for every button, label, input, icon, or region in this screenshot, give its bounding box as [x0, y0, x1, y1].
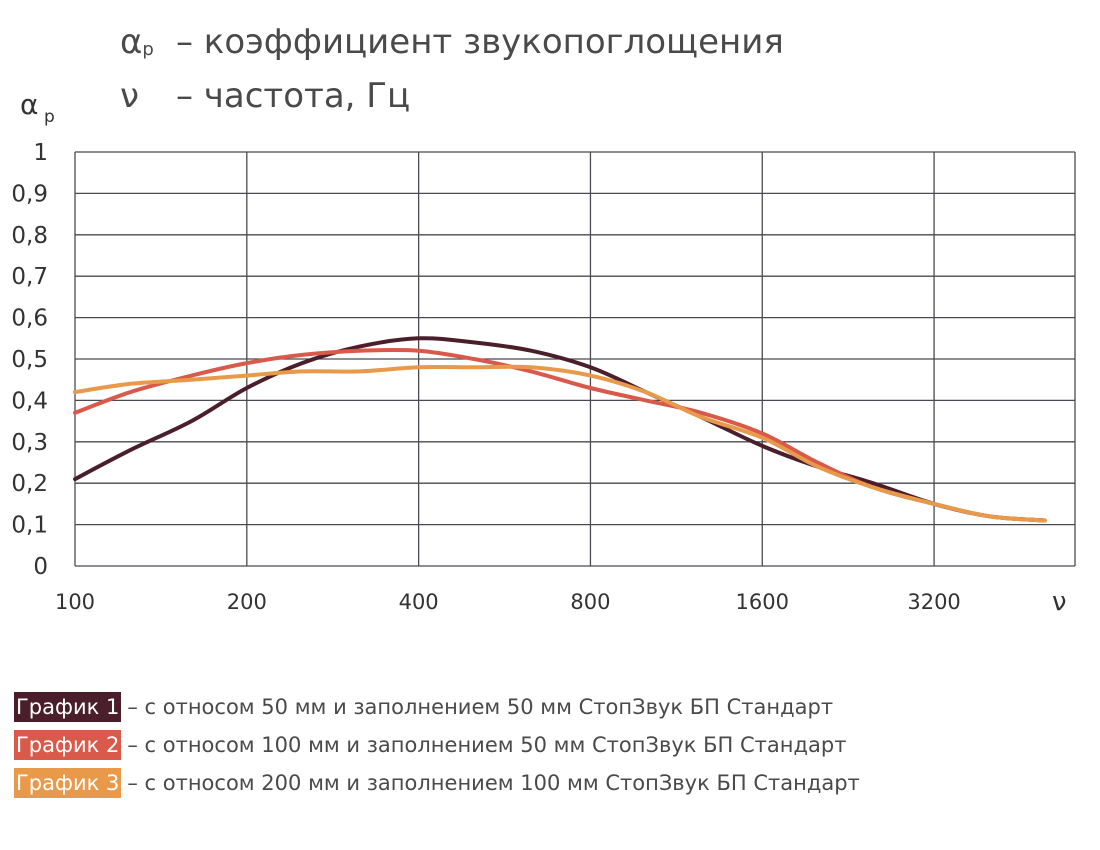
- y-tick-label: 0,1: [11, 513, 48, 539]
- nu-symbol: ν: [120, 76, 139, 116]
- y-tick-label: 0,9: [11, 181, 48, 207]
- y-tick-label: 0,8: [11, 223, 48, 249]
- y-axis-label-subscript: p: [44, 107, 55, 127]
- chart-grid: [74, 151, 1076, 567]
- x-tick-label: 800: [570, 590, 610, 614]
- legend-description-2: – с относом 100 мм и заполнением 50 мм С…: [127, 733, 847, 757]
- legend-item-2: График 2 – с относом 100 мм и заполнение…: [14, 726, 860, 764]
- legend-note-frequency: ν – частота, Гц: [120, 76, 410, 116]
- legend-note-absorption: αp – коэффициент звукопоглощения: [120, 22, 784, 62]
- legend-description-1: – с относом 50 мм и заполнением 50 мм Ст…: [127, 695, 834, 719]
- y-tick-label: 0: [33, 554, 48, 580]
- y-axis-label: α: [20, 88, 38, 121]
- x-tick-label: 1600: [736, 590, 789, 614]
- legend-label-3: График 3: [14, 768, 122, 798]
- absorption-chart: 0 0,1 0,2 0,3 0,4 0,5 0,6 0,7 0,8 0,9 1 100 200 400 80…: [11, 88, 1076, 617]
- absorption-description: – коэффициент звукопоглощения: [176, 22, 784, 62]
- chart-series: [73, 336, 1047, 523]
- y-tick-label: 0,6: [11, 306, 48, 332]
- y-tick-label: 1: [33, 140, 48, 166]
- x-axis-label: ν: [1052, 587, 1067, 617]
- chart-labels: 0 0,1 0,2 0,3 0,4 0,5 0,6 0,7 0,8 0,9 1 100 200 400 80…: [11, 88, 1066, 617]
- y-tick-label: 0,2: [11, 471, 48, 497]
- y-tick-label: 0,7: [11, 264, 48, 290]
- chart-legend: График 1 – с относом 50 мм и заполнением…: [14, 688, 860, 802]
- x-tick-label: 3200: [907, 590, 960, 614]
- legend-label-1: График 1: [14, 692, 122, 722]
- x-tick-label: 400: [399, 590, 439, 614]
- series-line-3: [73, 364, 1047, 523]
- x-tick-label: 200: [227, 590, 267, 614]
- y-tick-label: 0,4: [11, 388, 48, 414]
- legend-item-1: График 1 – с относом 50 мм и заполнением…: [14, 688, 860, 726]
- alpha-symbol: αp: [120, 22, 154, 62]
- frequency-description: – частота, Гц: [176, 76, 411, 116]
- y-tick-label: 0,5: [11, 347, 48, 373]
- legend-label-2: График 2: [14, 730, 122, 760]
- series-line-1: [73, 336, 1047, 523]
- x-tick-label: 100: [55, 590, 95, 614]
- legend-item-3: График 3 – с относом 200 мм и заполнение…: [14, 764, 860, 802]
- y-tick-label: 0,3: [11, 430, 48, 456]
- legend-description-3: – с относом 200 мм и заполнением 100 мм …: [127, 771, 860, 795]
